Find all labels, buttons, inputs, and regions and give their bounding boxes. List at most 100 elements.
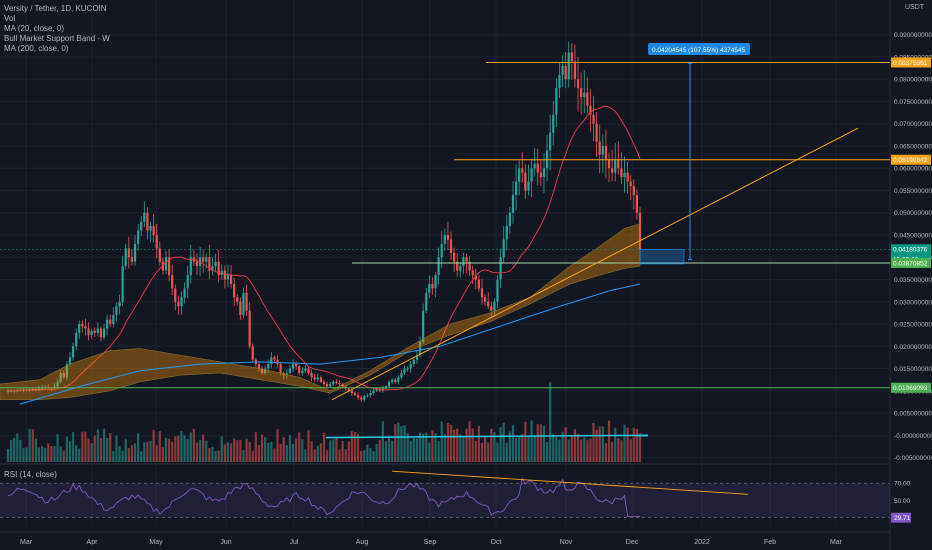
- volume-bar: [617, 438, 620, 462]
- candle-body: [632, 186, 635, 195]
- candle-body: [508, 212, 511, 227]
- candle-body: [487, 301, 490, 307]
- candle-body: [446, 235, 450, 240]
- volume-bar: [167, 439, 171, 462]
- legend-ma200[interactable]: MA (200, close, 0): [4, 44, 69, 53]
- candle-body: [171, 275, 174, 289]
- x-tick-label: Aug: [356, 539, 369, 546]
- price-axis-tag-label: 0.04180376: [893, 247, 928, 254]
- candle-body: [28, 389, 31, 391]
- volume-bar: [558, 439, 561, 462]
- candle-body: [68, 357, 72, 365]
- candle-body: [369, 393, 372, 396]
- volume-bar: [353, 432, 357, 462]
- volume-bar: [394, 424, 397, 462]
- volume-bar: [375, 443, 378, 462]
- candle-body: [471, 270, 474, 276]
- candle-body: [564, 65, 567, 80]
- candle-body: [431, 283, 434, 289]
- candle-body: [372, 390, 375, 394]
- candle-body: [130, 257, 134, 262]
- volume-bar: [19, 439, 22, 462]
- candle-body: [412, 359, 415, 365]
- candle-body: [391, 379, 394, 382]
- candle-body: [62, 372, 65, 378]
- volume-bar: [62, 450, 65, 462]
- volume-bar: [483, 436, 487, 462]
- candle-body: [329, 384, 332, 387]
- candle-body: [356, 395, 360, 398]
- candle-body: [233, 283, 236, 298]
- candle-body: [493, 301, 496, 311]
- volume-bar: [59, 446, 62, 462]
- volume-bar: [592, 422, 595, 462]
- y-tick-label: 0.035000000: [894, 277, 932, 284]
- rsi-value-tag: [891, 512, 911, 523]
- volume-bar: [502, 422, 505, 462]
- volume-bar: [143, 442, 146, 462]
- volume-bar: [223, 444, 226, 462]
- candle-body: [387, 381, 391, 387]
- volume-bar: [322, 432, 326, 462]
- volume-bar: [226, 442, 230, 462]
- volume-bar: [595, 429, 598, 462]
- candle-body: [121, 266, 124, 302]
- candle-body: [629, 181, 632, 187]
- candle-body: [205, 257, 208, 262]
- volume-bar: [304, 449, 307, 462]
- candle-body: [208, 257, 211, 271]
- candle-body: [511, 194, 515, 213]
- candle-body: [595, 123, 598, 142]
- candle-body: [143, 212, 146, 222]
- volume-bar: [576, 433, 580, 462]
- y-tick-label: 0.055000000: [894, 188, 932, 195]
- volume-bar: [47, 443, 50, 462]
- candle-body: [505, 226, 508, 240]
- price-axis-tag-label: 0.03870852: [893, 260, 928, 267]
- volume-bar: [453, 429, 456, 462]
- candle-body: [59, 372, 62, 382]
- chart-legend: Versity / Tether, 1D, KUCOIN Vol MA (20,…: [4, 4, 110, 54]
- candle-body: [607, 159, 611, 169]
- candle-body: [155, 235, 158, 249]
- volume-bar: [183, 435, 186, 462]
- candle-body: [418, 341, 422, 356]
- volume-bar: [96, 429, 99, 462]
- candle-body: [533, 163, 536, 169]
- volume-bar: [127, 448, 130, 462]
- volume-bars: [6, 382, 642, 462]
- candle-body: [285, 372, 288, 376]
- volume-bar: [446, 423, 450, 462]
- volume-bar: [319, 443, 323, 462]
- volume-bar: [499, 427, 502, 462]
- volume-bar: [561, 431, 564, 462]
- volume-bar: [409, 440, 412, 462]
- volume-bar: [369, 448, 372, 462]
- legend-ma20[interactable]: MA (20, close, 0): [4, 24, 65, 33]
- volume-bar: [496, 442, 499, 462]
- legend-bull-band[interactable]: Bull Market Support Band - W: [4, 34, 110, 43]
- volume-bar: [285, 445, 288, 462]
- candle-body: [295, 364, 298, 367]
- legend-vol[interactable]: Vol: [4, 14, 16, 23]
- candle-body: [552, 114, 555, 133]
- volume-bar: [251, 450, 254, 462]
- volume-bar: [273, 448, 276, 462]
- y-tick-label: 0.065000000: [894, 143, 932, 150]
- volume-bar: [524, 421, 527, 462]
- candle-body: [115, 306, 118, 316]
- price-axis-tag: [891, 244, 931, 255]
- volume-bar: [53, 446, 56, 462]
- candle-body: [195, 261, 199, 267]
- candle-body: [443, 235, 446, 244]
- symbol-title[interactable]: Versity / Tether, 1D, KUCOIN: [4, 4, 107, 13]
- candle-body: [598, 141, 601, 155]
- price-axis-tag: [891, 382, 931, 393]
- candle-body: [257, 364, 261, 369]
- volume-bar: [40, 446, 44, 462]
- candle-body: [325, 384, 329, 387]
- volume-bar: [233, 438, 236, 462]
- volume-bar: [347, 441, 350, 462]
- rsi-legend[interactable]: RSI (14, close): [4, 470, 57, 479]
